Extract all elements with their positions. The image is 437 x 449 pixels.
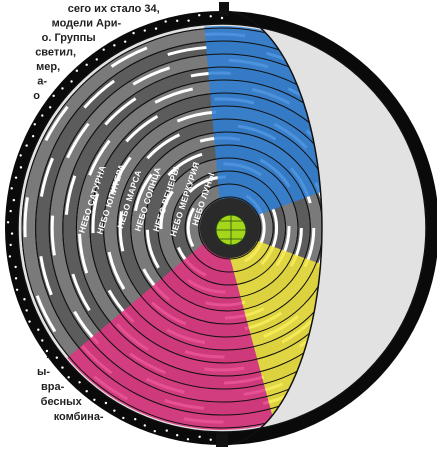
paragraph-line: вра-	[41, 381, 65, 393]
shell-line	[171, 170, 287, 286]
star	[9, 243, 12, 247]
star	[75, 69, 79, 72]
shell-line	[21, 27, 322, 429]
star	[25, 144, 28, 147]
star	[10, 187, 13, 190]
shell-line	[62, 66, 322, 390]
star	[143, 424, 146, 427]
shell-line	[184, 183, 274, 273]
star	[14, 265, 17, 269]
shell-line	[198, 196, 262, 260]
star	[113, 44, 116, 47]
shell-stripe	[186, 188, 266, 268]
star	[28, 320, 31, 323]
star	[41, 339, 44, 342]
star	[164, 20, 167, 23]
shell-line	[103, 105, 322, 351]
star	[175, 434, 179, 437]
star	[19, 154, 22, 157]
shell-line	[35, 40, 322, 416]
star	[8, 255, 12, 258]
star	[85, 390, 88, 393]
star	[23, 298, 26, 301]
star	[209, 15, 212, 18]
shell-line	[143, 144, 311, 312]
star	[186, 438, 190, 441]
paragraph-line: светил,	[35, 47, 76, 59]
paragraph-line: о. Группы	[42, 32, 96, 44]
star	[95, 58, 98, 61]
star	[33, 123, 37, 126]
star	[10, 232, 14, 235]
paragraph-line: бесных	[41, 396, 83, 408]
paragraph-line: модели Ари-	[52, 18, 122, 30]
paragraph-line: -	[46, 351, 50, 363]
page-text: сего их стало 34, модели Ари-о. Группы све…	[33, 3, 159, 423]
star	[9, 209, 12, 213]
shell-line	[116, 118, 322, 338]
star	[6, 221, 10, 224]
paragraph-line: о	[33, 90, 40, 102]
star	[14, 277, 18, 280]
star	[153, 429, 156, 433]
blue-region	[204, 26, 322, 228]
star	[198, 435, 201, 439]
star	[220, 16, 224, 20]
star	[187, 19, 190, 22]
star	[61, 87, 64, 90]
star	[48, 106, 52, 109]
star	[132, 31, 135, 35]
star	[41, 114, 44, 117]
earth-grid	[216, 215, 246, 245]
shell-stripe	[118, 123, 322, 333]
paragraph-line: а-	[37, 76, 47, 88]
star	[25, 309, 28, 312]
shell-line	[48, 53, 322, 403]
star	[198, 14, 201, 17]
star	[209, 438, 212, 441]
star	[31, 134, 35, 138]
star	[15, 288, 19, 291]
star	[70, 80, 73, 83]
star	[14, 176, 18, 179]
star	[45, 349, 49, 353]
star	[52, 94, 55, 98]
star	[123, 40, 127, 43]
star	[85, 63, 88, 66]
star	[102, 48, 105, 51]
paragraph-line: сего их стало 34,	[68, 3, 160, 15]
star	[67, 376, 70, 379]
shell-line	[130, 131, 322, 325]
paragraph-line: ы-	[37, 366, 50, 378]
shell-stripe	[50, 58, 322, 398]
star	[55, 356, 59, 359]
star	[113, 409, 116, 412]
pink-region	[67, 228, 275, 430]
shell-line	[89, 92, 322, 364]
star	[12, 198, 16, 202]
star	[122, 416, 125, 420]
star	[93, 398, 96, 401]
paragraph-line: комбина-	[54, 411, 104, 423]
star	[175, 19, 179, 22]
star	[19, 166, 23, 169]
star	[78, 381, 81, 384]
cut-edge	[221, 10, 323, 446]
star	[61, 366, 64, 369]
shell-line	[75, 79, 322, 377]
star	[154, 27, 158, 30]
paragraph-line: мер,	[36, 61, 60, 73]
star	[165, 429, 168, 432]
shell-line	[157, 157, 299, 299]
star	[104, 401, 108, 405]
star	[143, 29, 146, 32]
star	[134, 418, 137, 421]
star	[37, 328, 40, 331]
